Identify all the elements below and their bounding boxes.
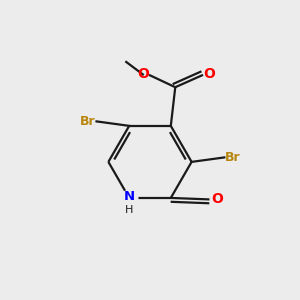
Text: O: O (211, 192, 223, 206)
Text: N: N (124, 190, 135, 203)
Text: Br: Br (225, 151, 240, 164)
Text: H: H (125, 206, 134, 215)
Text: O: O (203, 68, 215, 81)
Text: O: O (137, 68, 149, 81)
Text: Br: Br (80, 115, 96, 128)
